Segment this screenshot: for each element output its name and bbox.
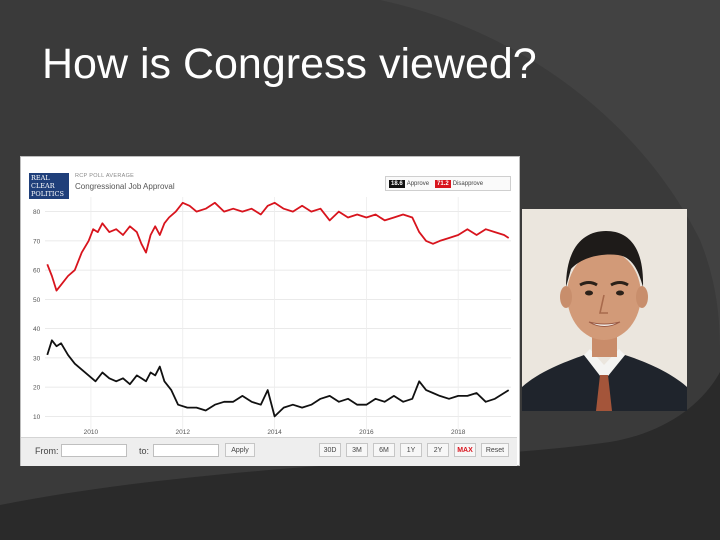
line-chart: 10 20 30 40 50 60 70 80 2010 2012 2014 2016 2018 — [33, 197, 511, 436]
x-tick-label-2010: 2010 — [84, 429, 99, 436]
y-tick-label-40: 40 — [33, 326, 41, 333]
x-tick-label-2018: 2018 — [451, 429, 466, 436]
x-tick-label-2014: 2014 — [267, 429, 282, 436]
logo-line: REAL — [31, 174, 50, 182]
portrait-photo — [522, 209, 687, 411]
average-label: RCP POLL AVERAGE — [75, 173, 135, 179]
legend-disapprove-value: 71.2 — [435, 179, 451, 188]
x-tick-label-2016: 2016 — [359, 429, 374, 436]
range-button-3m[interactable]: 3M — [346, 443, 368, 457]
rcp-logo: REAL CLEAR POLITICS — [29, 173, 69, 199]
y-tick-label-50: 50 — [33, 297, 41, 304]
range-controls: From: to: Apply 30D 3M 6M 1Y 2Y MAX Rese… — [21, 437, 517, 466]
logo-line: CLEAR — [31, 182, 55, 190]
range-button-1y[interactable]: 1Y — [400, 443, 422, 457]
x-tick-label-2012: 2012 — [175, 429, 190, 436]
legend-disapprove-label: Disapprove — [452, 180, 484, 187]
reset-button[interactable]: Reset — [481, 443, 509, 457]
legend-approve-value: 18.6 — [389, 179, 405, 188]
y-tick-label-60: 60 — [33, 268, 41, 275]
to-date-input[interactable] — [153, 444, 219, 457]
from-label: From: — [35, 446, 59, 456]
series-line-disapprove — [46, 201, 510, 292]
legend: 18.6 Approve 71.2 Disapprove — [385, 176, 511, 191]
series-line-approve — [46, 339, 510, 418]
chart-widget: REAL CLEAR POLITICS RCP POLL AVERAGE Con… — [20, 156, 520, 466]
y-tick-label-70: 70 — [33, 238, 41, 245]
y-tick-label-10: 10 — [33, 414, 41, 421]
apply-button[interactable]: Apply — [225, 443, 255, 457]
range-button-2y[interactable]: 2Y — [427, 443, 449, 457]
from-date-input[interactable] — [61, 444, 127, 457]
legend-approve-label: Approve — [406, 180, 430, 187]
range-button-30d[interactable]: 30D — [319, 443, 341, 457]
y-tick-label-80: 80 — [33, 209, 41, 216]
portrait-illustration — [522, 209, 687, 411]
slide-title: How is Congress viewed? — [42, 40, 537, 88]
chart-title: Congressional Job Approval — [75, 182, 175, 191]
to-label: to: — [139, 446, 150, 456]
y-tick-label-30: 30 — [33, 355, 41, 362]
range-button-max[interactable]: MAX — [454, 443, 476, 457]
logo-line: POLITICS — [31, 190, 64, 198]
range-button-6m[interactable]: 6M — [373, 443, 395, 457]
y-tick-label-20: 20 — [33, 385, 41, 392]
